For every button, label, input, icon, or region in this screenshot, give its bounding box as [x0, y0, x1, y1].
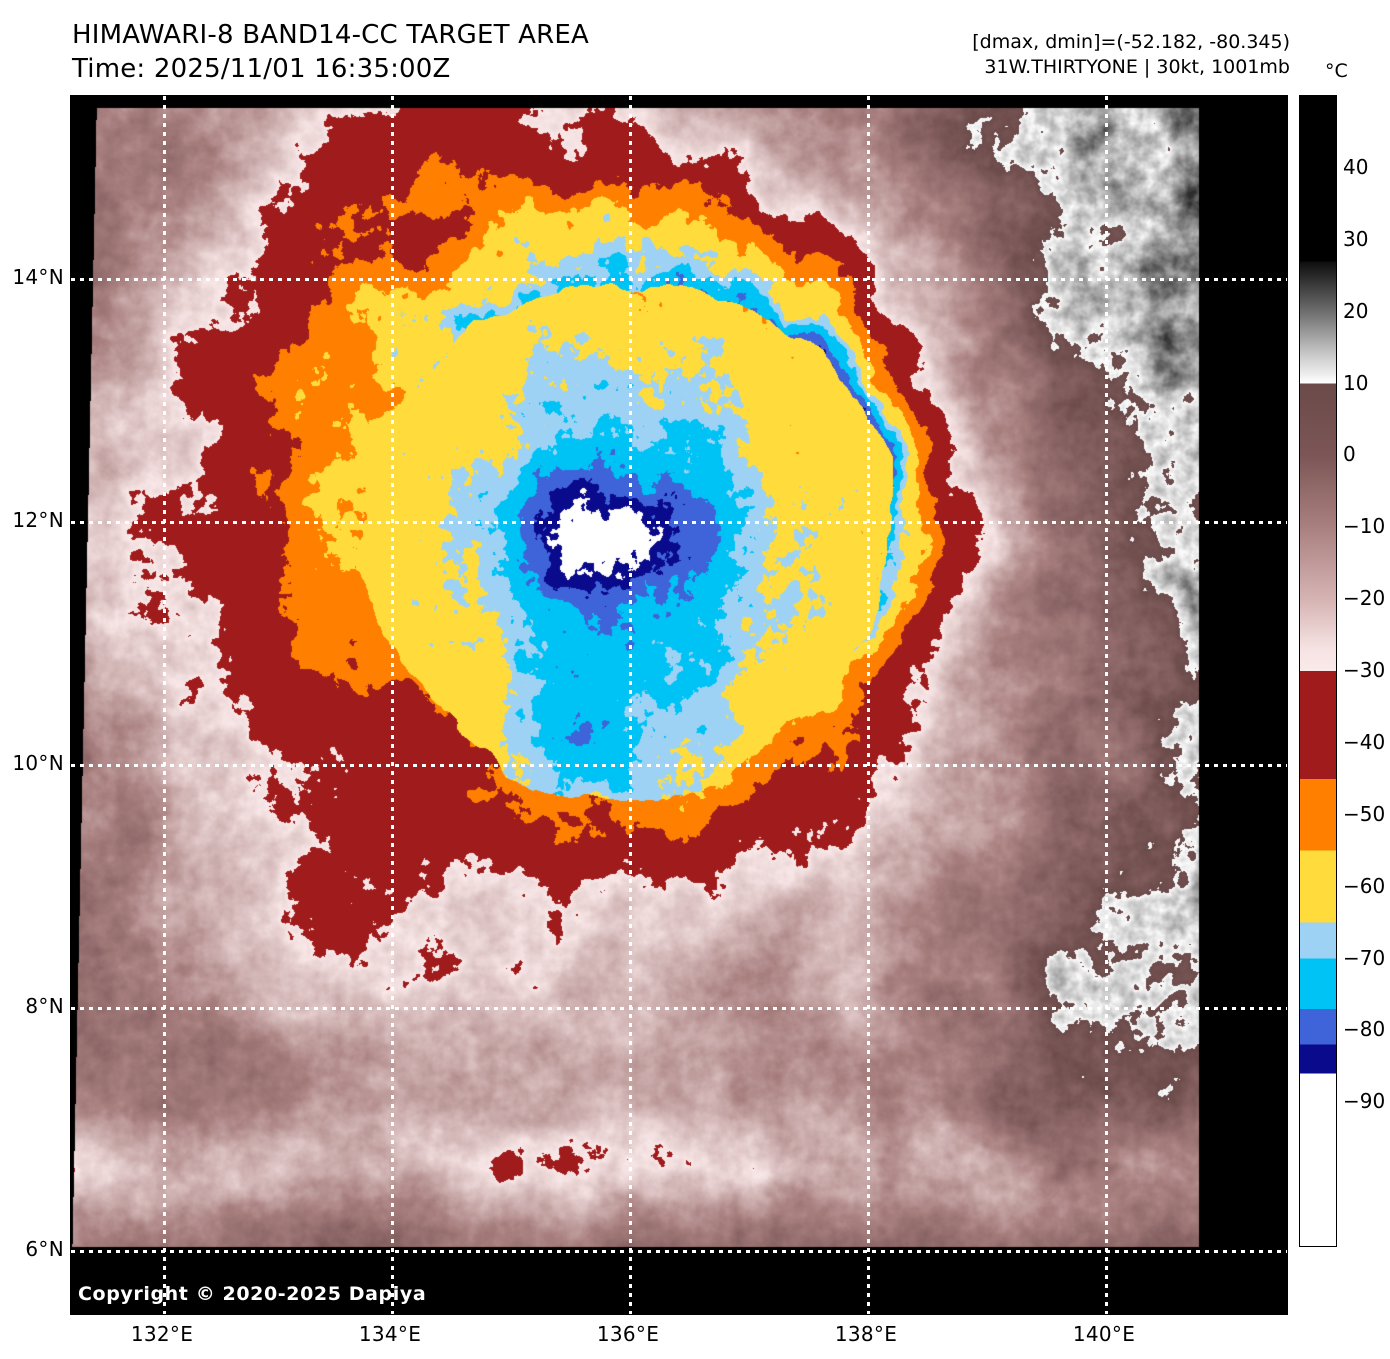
colorbar-tick: −80 [1343, 1017, 1386, 1042]
temperature-colorbar[interactable] [1299, 95, 1337, 1247]
colorbar-tick: 20 [1343, 298, 1369, 323]
lon-tick-label: 140°E [1072, 1322, 1136, 1346]
lon-tick-label: 138°E [834, 1322, 898, 1346]
lon-tick-label: 136°E [596, 1322, 660, 1346]
page-title: HIMAWARI-8 BAND14-CC TARGET AREA [72, 20, 590, 50]
colorbar-gradient [1300, 96, 1336, 1246]
lat-tick-label: 10°N [12, 751, 64, 775]
title-block: HIMAWARI-8 BAND14-CC TARGET AREA Time: 2… [72, 18, 589, 86]
colorbar-unit-label: °C [1325, 60, 1348, 82]
colorbar-tick: −90 [1343, 1089, 1386, 1114]
timestamp-label: Time: 2025/11/01 16:35:00Z [72, 54, 451, 84]
copyright-label: Copyright © 2020-2025 Dapiya [78, 1283, 427, 1305]
lat-tick-label: 8°N [25, 994, 64, 1018]
lat-tick-label: 14°N [12, 265, 64, 289]
colorbar-tick: 0 [1343, 442, 1356, 467]
dmax-dmin-label: [dmax, dmin]=(-52.182, -80.345) [972, 31, 1290, 53]
lon-tick-label: 134°E [358, 1322, 422, 1346]
colorbar-tick: −10 [1343, 514, 1386, 539]
colorbar-tick: −40 [1343, 729, 1386, 754]
metadata-block: [dmax, dmin]=(-52.182, -80.345) 31W.THIR… [972, 30, 1290, 80]
lat-tick-label: 6°N [25, 1237, 64, 1261]
satellite-imagery-canvas [71, 96, 1287, 1314]
colorbar-tick: 10 [1343, 370, 1369, 395]
storm-info-label: 31W.THIRTYONE | 30kt, 1001mb [984, 56, 1290, 78]
lat-tick-label: 12°N [12, 508, 64, 532]
colorbar-tick: −20 [1343, 586, 1386, 611]
colorbar-tick: −30 [1343, 658, 1386, 682]
lon-tick-label: 132°E [130, 1322, 194, 1346]
colorbar-tick: −50 [1343, 801, 1386, 826]
colorbar-tick: 40 [1343, 154, 1369, 179]
satellite-image-plot[interactable] [70, 95, 1288, 1315]
colorbar-tick: 30 [1343, 226, 1369, 251]
colorbar-tick: −60 [1343, 873, 1386, 898]
colorbar-tick: −70 [1343, 945, 1386, 970]
